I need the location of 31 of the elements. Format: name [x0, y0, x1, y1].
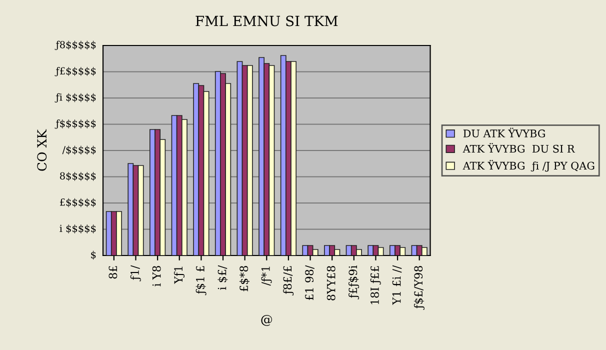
x-tick-label: ƒ8£/£ [283, 266, 294, 296]
legend-label: ATK ŸVYBG DU SI R [462, 142, 576, 153]
text: 8$$$$$ [60, 172, 96, 181]
text: ƒ$$$$$$ [54, 120, 96, 129]
x-tick-label: ƒ£ƒ$9i [348, 265, 360, 300]
x-tick-label: £1 98/ [305, 265, 314, 300]
x-tick-label: ƒ1/ [130, 265, 141, 282]
x-tick-label: i $£/ [218, 265, 228, 290]
y-axis-title: CO XK [37, 129, 47, 171]
chart-title: FML EMNU SI TKM [196, 16, 338, 26]
x-tick-label: 18I ƒ££ [370, 266, 381, 304]
x-tick-label: £$*8 [239, 266, 250, 292]
bar [128, 163, 134, 256]
text: £$$$$$ [60, 198, 96, 208]
x-tick-label: ƒ$1 £ [196, 266, 206, 296]
text: $ [91, 250, 96, 260]
x-tick-label: Y1 £i // [392, 265, 402, 305]
x-tick-label: 8YY£8 [326, 266, 336, 300]
text: ƒi $$$$$ [54, 93, 96, 102]
text: ƒ£$$$$$ [54, 67, 96, 76]
x-tick-label: Yƒ1 [174, 266, 184, 284]
text: i $$$$$ [60, 224, 96, 234]
text: ƒ8$$$$$ [54, 40, 96, 50]
x-axis-title: @ [261, 314, 272, 326]
x-tick-label: ƒ$£/Y98 [414, 266, 424, 310]
x-tick-label: i Y8 [152, 266, 161, 286]
x-tick-label: 8£ [108, 266, 118, 279]
text: /$$$$$ [62, 146, 96, 155]
legend-label: ATK ŸVYBG ƒi /J PY QAG [462, 160, 594, 172]
legend-label: DU ATK ŸVYBG [463, 128, 545, 138]
x-tick-label: /ƒ*1 [261, 266, 272, 286]
